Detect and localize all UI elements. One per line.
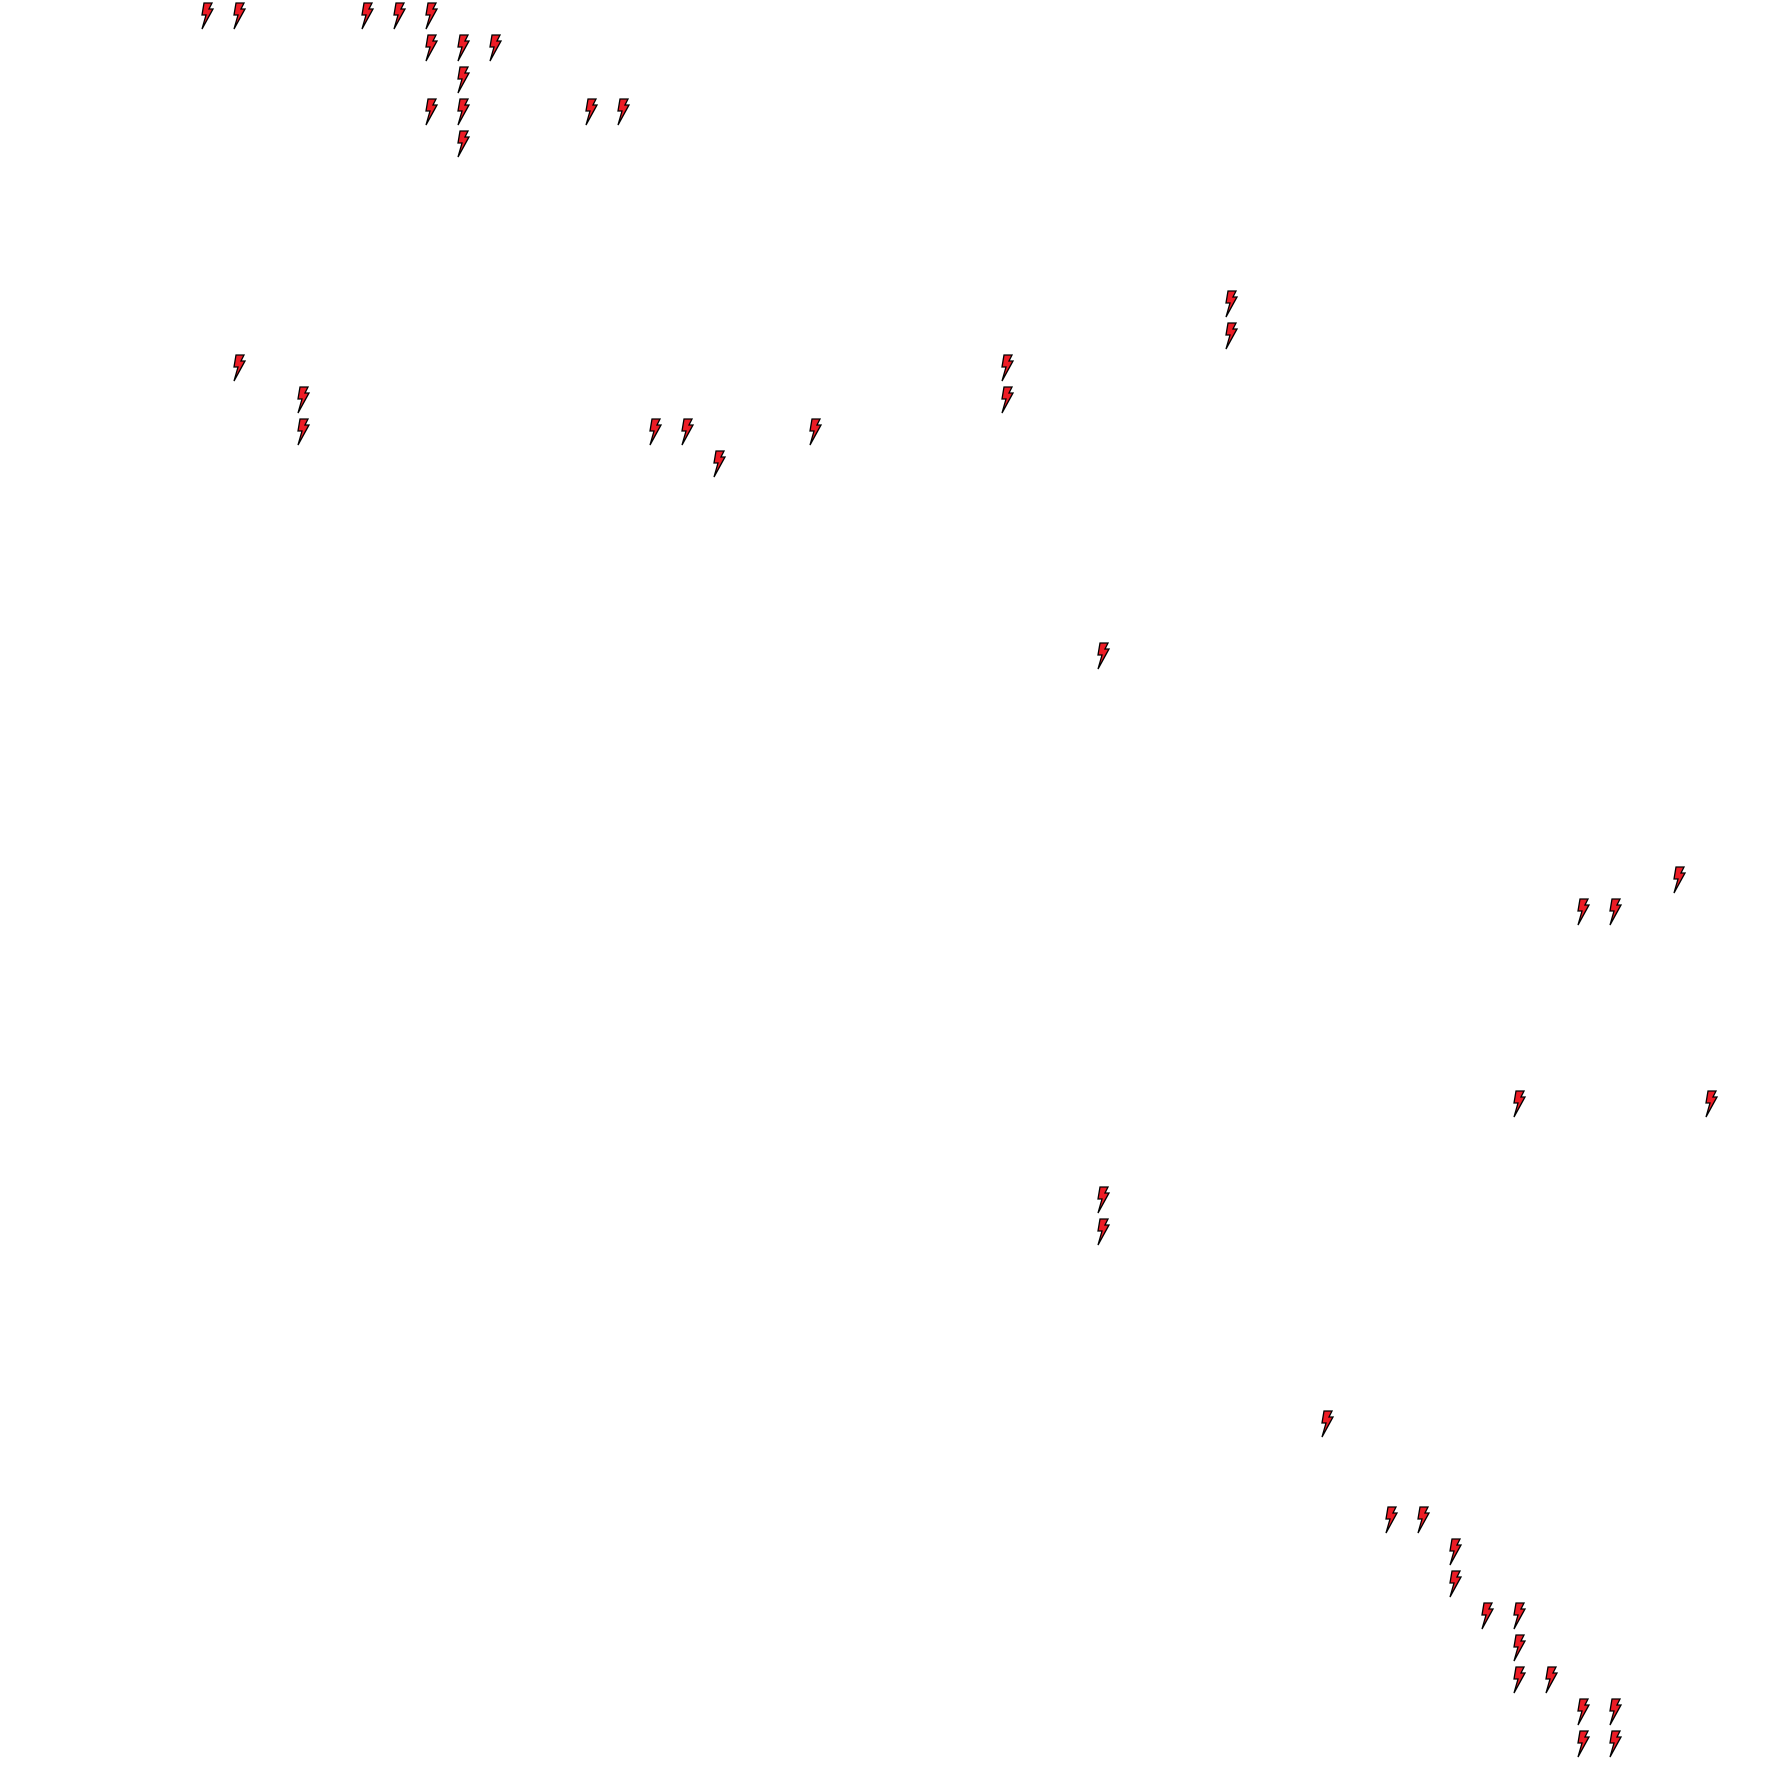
lightning-bolt-icon bbox=[224, 0, 256, 32]
lightning-bolt-icon bbox=[352, 0, 384, 32]
lightning-bolt-icon bbox=[480, 32, 512, 64]
lightning-bolt-icon bbox=[1216, 320, 1248, 352]
lightning-bolt-icon bbox=[608, 96, 640, 128]
lightning-bolt-icon bbox=[1568, 1728, 1600, 1760]
lightning-bolt-icon bbox=[1408, 1504, 1440, 1536]
lightning-bolt-icon bbox=[448, 96, 480, 128]
lightning-bolt-icon bbox=[288, 384, 320, 416]
lightning-bolt-icon bbox=[1664, 864, 1696, 896]
lightning-bolt-icon bbox=[1504, 1088, 1536, 1120]
lightning-bolt-icon bbox=[1440, 1536, 1472, 1568]
lightning-bolt-icon bbox=[1376, 1504, 1408, 1536]
lightning-bolt-icon bbox=[992, 352, 1024, 384]
lightning-bolt-icon bbox=[416, 0, 448, 32]
lightning-bolt-icon bbox=[1088, 1184, 1120, 1216]
lightning-bolt-icon bbox=[800, 416, 832, 448]
lightning-bolt-icon bbox=[416, 96, 448, 128]
lightning-bolt-icon bbox=[1536, 1664, 1568, 1696]
lightning-bolt-icon bbox=[1504, 1600, 1536, 1632]
lightning-bolt-icon bbox=[224, 352, 256, 384]
lightning-bolt-icon bbox=[704, 448, 736, 480]
lightning-bolt-icon bbox=[1312, 1408, 1344, 1440]
lightning-bolt-icon bbox=[384, 0, 416, 32]
lightning-bolt-icon bbox=[1600, 1728, 1632, 1760]
lightning-bolt-icon bbox=[416, 32, 448, 64]
lightning-bolt-icon bbox=[1696, 1088, 1728, 1120]
lightning-bolt-icon bbox=[992, 384, 1024, 416]
lightning-bolt-icon bbox=[640, 416, 672, 448]
lightning-bolt-icon bbox=[1088, 640, 1120, 672]
lightning-bolt-icon bbox=[448, 32, 480, 64]
lightning-bolt-icon bbox=[1600, 896, 1632, 928]
lightning-bolt-icon bbox=[1568, 896, 1600, 928]
lightning-bolt-icon bbox=[576, 96, 608, 128]
lightning-bolt-icon bbox=[1504, 1632, 1536, 1664]
lightning-bolt-icon bbox=[1504, 1664, 1536, 1696]
lightning-bolt-icon bbox=[448, 64, 480, 96]
lightning-bolt-icon bbox=[1472, 1600, 1504, 1632]
lightning-bolt-icon bbox=[672, 416, 704, 448]
lightning-bolt-icon bbox=[448, 128, 480, 160]
lightning-bolt-icon bbox=[1600, 1696, 1632, 1728]
lightning-bolt-icon bbox=[192, 0, 224, 32]
lightning-bolt-icon bbox=[1440, 1568, 1472, 1600]
lightning-bolt-icon bbox=[1568, 1696, 1600, 1728]
lightning-bolt-icon bbox=[1216, 288, 1248, 320]
lightning-bolt-icon bbox=[288, 416, 320, 448]
lightning-bolt-icon bbox=[1088, 1216, 1120, 1248]
